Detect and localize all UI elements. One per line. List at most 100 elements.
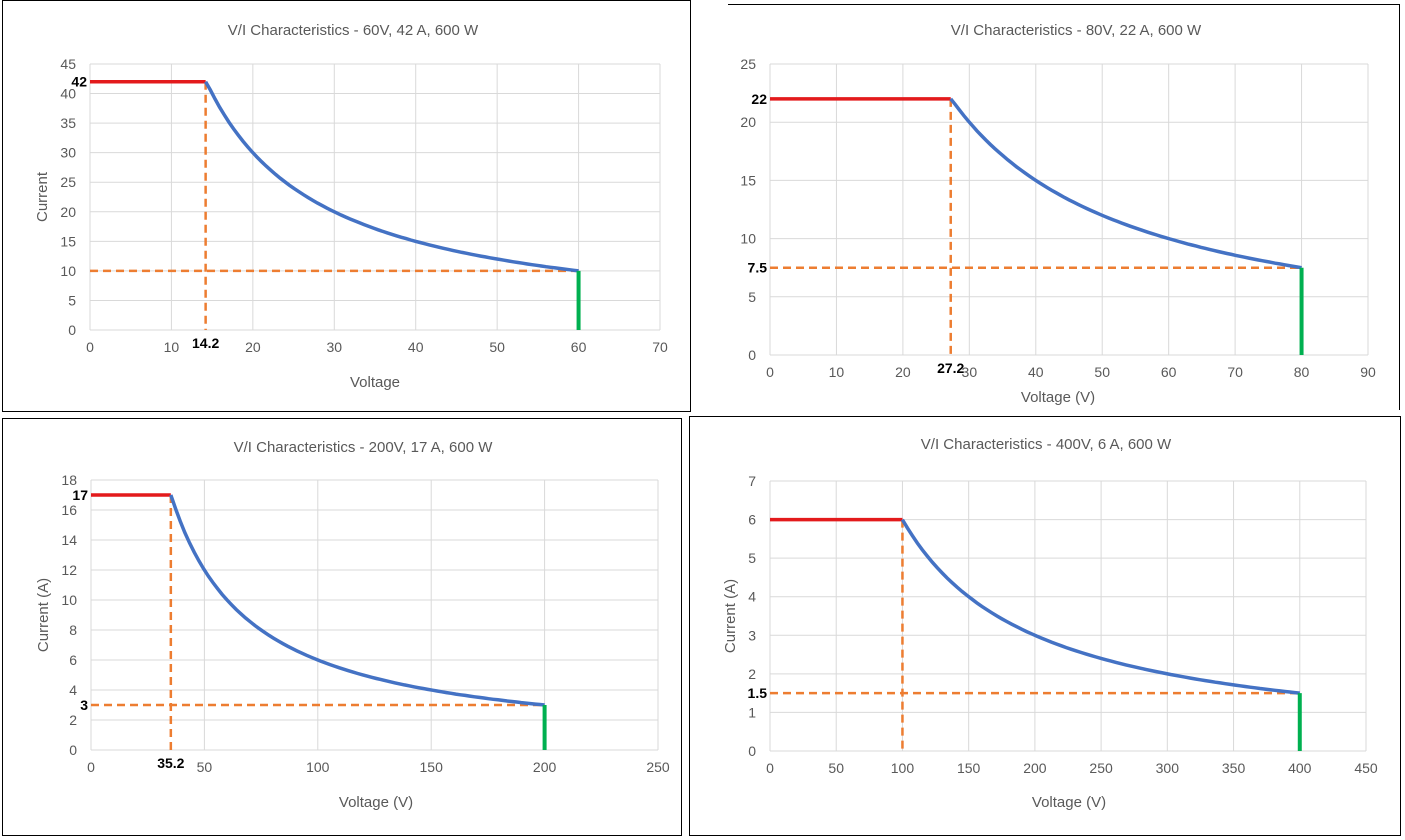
y-tick-label: 15 <box>740 172 756 188</box>
y-tick-label: 10 <box>60 263 76 279</box>
annotation-label: 14.2 <box>192 335 219 351</box>
y-tick-label: 0 <box>68 322 76 338</box>
annotation-label: 35.2 <box>157 755 184 771</box>
x-axis-label: Voltage (V) <box>339 794 413 811</box>
chart-panel-60v: 0 10 20 30 40 50 60 70 0 5 10 15 20 25 30 35 40 45 V/I Cha… <box>2 0 691 412</box>
constant-power-curve <box>949 97 1302 270</box>
x-tick-label: 30 <box>962 364 978 380</box>
x-tick-label: 300 <box>1156 760 1180 776</box>
x-tick-label: 40 <box>408 339 424 355</box>
x-tick-label: 250 <box>1089 760 1113 776</box>
y-tick-label: 20 <box>60 204 76 220</box>
chart-title: V/I Characteristics - 80V, 22 A, 600 W <box>951 22 1202 39</box>
x-tick-label: 350 <box>1222 760 1246 776</box>
y-tick-label: 15 <box>60 233 76 249</box>
x-tick-label: 50 <box>197 759 213 775</box>
y-tick-label: 1 <box>748 704 756 720</box>
x-tick-label: 200 <box>533 759 557 775</box>
y-tick-label: 6 <box>748 512 756 528</box>
x-tick-label: 70 <box>652 339 668 355</box>
x-tick-label: 50 <box>1094 364 1110 380</box>
x-tick-label: 0 <box>86 339 94 355</box>
annotation-label: 1.5 <box>748 685 768 701</box>
y-tick-label: 10 <box>61 592 77 608</box>
x-axis-label: Voltage (V) <box>1021 389 1095 406</box>
constant-power-curve <box>169 494 545 707</box>
annotation-label: 7.5 <box>748 260 768 276</box>
y-tick-label: 30 <box>60 145 76 161</box>
x-tick-label: 400 <box>1288 760 1312 776</box>
chart-svg-60v: 0 10 20 30 40 50 60 70 0 5 10 15 20 25 30 35 40 45 V/I Cha… <box>34 22 668 391</box>
x-tick-label: 70 <box>1227 364 1243 380</box>
y-tick-label: 2 <box>748 666 756 682</box>
x-tick-label: 450 <box>1354 760 1378 776</box>
y-tick-label: 0 <box>748 347 756 363</box>
y-tick-label: 10 <box>740 231 756 247</box>
annotation-label: 3 <box>80 697 88 713</box>
x-tick-label: 0 <box>87 759 95 775</box>
x-tick-label: 80 <box>1294 364 1310 380</box>
annotation-label: 17 <box>72 487 88 503</box>
y-tick-label: 45 <box>60 56 76 72</box>
x-tick-label: 10 <box>829 364 845 380</box>
chart-svg-200v: 0 50 100 150 200 250 0 2 4 6 8 10 12 14 16 18 V/I Charac… <box>35 439 670 811</box>
chart-title: V/I Characteristics - 60V, 42 A, 600 W <box>228 22 479 39</box>
x-tick-label: 100 <box>306 759 330 775</box>
x-tick-label: 60 <box>571 339 587 355</box>
chart-panel-200v: 0 50 100 150 200 250 0 2 4 6 8 10 12 14 16 18 V/I Charac… <box>2 418 682 836</box>
x-tick-label: 40 <box>1028 364 1044 380</box>
y-tick-label: 18 <box>61 472 77 488</box>
x-tick-label: 20 <box>895 364 911 380</box>
y-axis-label: Current (A) <box>35 578 52 652</box>
x-tick-label: 0 <box>766 364 774 380</box>
y-tick-label: 0 <box>69 742 77 758</box>
y-tick-label: 7 <box>748 473 756 489</box>
y-tick-label: 25 <box>60 174 76 190</box>
constant-power-curve <box>204 80 579 273</box>
x-tick-label: 20 <box>245 339 261 355</box>
x-tick-label: 90 <box>1360 364 1376 380</box>
constant-power-curve <box>900 518 1300 695</box>
y-axis-label: Current (A) <box>722 579 739 653</box>
y-tick-label: 40 <box>60 86 76 102</box>
grid <box>90 479 659 751</box>
y-tick-label: 6 <box>69 652 77 668</box>
x-tick-label: 50 <box>828 760 844 776</box>
y-tick-label: 5 <box>748 550 756 566</box>
y-tick-label: 20 <box>740 114 756 130</box>
grid <box>769 480 1367 752</box>
chart-panel-400v: 0 50 100 150 200 250 300 350 400 450 0 1 2 3 4 5 6 7 V/I C… <box>689 416 1401 836</box>
annotation-label: 42 <box>71 74 87 90</box>
y-tick-label: 0 <box>748 743 756 759</box>
chart-title: V/I Characteristics - 400V, 6 A, 600 W <box>921 436 1172 453</box>
chart-svg-80v: 0 10 20 30 40 50 60 70 80 90 0 5 10 15 20 25 V/I Charact… <box>708 22 1376 406</box>
x-tick-label: 10 <box>164 339 180 355</box>
chart-panel-80v: 0 10 20 30 40 50 60 70 80 90 0 5 10 15 20 25 V/I Charact… <box>708 4 1400 410</box>
x-tick-label: 250 <box>646 759 670 775</box>
x-axis-label: Voltage (V) <box>1032 794 1106 811</box>
annotation-label: 27.2 <box>937 360 964 376</box>
x-tick-label: 60 <box>1161 364 1177 380</box>
x-tick-label: 150 <box>957 760 981 776</box>
y-tick-label: 4 <box>69 682 77 698</box>
chart-svg-400v: 0 50 100 150 200 250 300 350 400 450 0 1 2 3 4 5 6 7 V/I C… <box>722 436 1378 811</box>
x-tick-label: 0 <box>766 760 774 776</box>
y-tick-label: 5 <box>68 292 76 308</box>
grid <box>769 63 1369 356</box>
x-tick-label: 30 <box>326 339 342 355</box>
y-axis-label: Current <box>34 171 51 222</box>
x-axis-label: Voltage <box>350 374 400 391</box>
y-tick-label: 2 <box>69 712 77 728</box>
y-tick-label: 35 <box>60 115 76 131</box>
y-tick-label: 4 <box>748 589 756 605</box>
y-tick-label: 3 <box>748 627 756 643</box>
annotation-label: 22 <box>751 91 767 107</box>
x-tick-label: 50 <box>489 339 505 355</box>
y-tick-label: 16 <box>61 502 77 518</box>
chart-title: V/I Characteristics - 200V, 17 A, 600 W <box>234 439 494 456</box>
y-tick-label: 14 <box>61 532 77 548</box>
grid <box>89 63 661 331</box>
y-tick-label: 8 <box>69 622 77 638</box>
y-tick-label: 5 <box>748 289 756 305</box>
x-tick-label: 150 <box>420 759 444 775</box>
